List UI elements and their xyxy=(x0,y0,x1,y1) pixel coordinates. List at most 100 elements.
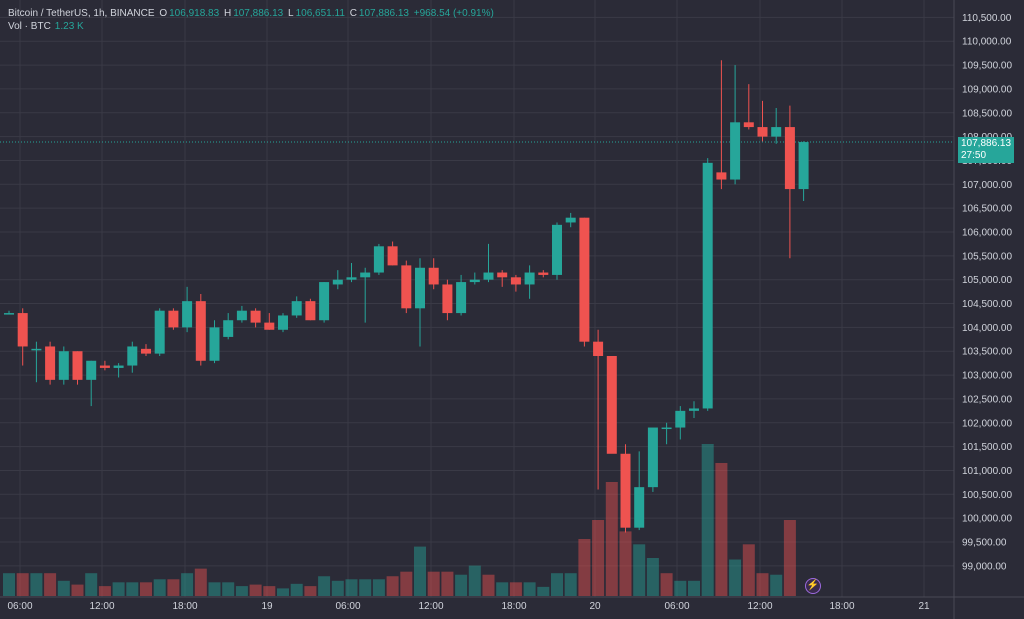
volume-bar xyxy=(318,576,331,596)
y-tick-label: 101,500.00 xyxy=(962,442,1012,453)
y-tick-label: 105,000.00 xyxy=(962,275,1012,286)
volume-bar xyxy=(235,586,248,596)
candle-body xyxy=(702,162,713,409)
candle-body xyxy=(373,246,384,273)
candle-body xyxy=(675,410,686,428)
low-value: 106,651.11 xyxy=(295,8,345,19)
volume-bar xyxy=(30,573,43,596)
y-tick-label: 101,000.00 xyxy=(962,466,1012,477)
volume-bar xyxy=(551,573,563,596)
high-label: H xyxy=(223,8,232,19)
candle-body xyxy=(291,301,302,316)
candle-body xyxy=(428,267,439,285)
lightning-icon[interactable]: ⚡ xyxy=(805,578,821,594)
candle-body xyxy=(319,282,330,321)
candle-body xyxy=(154,310,165,354)
candle-body xyxy=(757,127,768,137)
candle-body xyxy=(278,315,288,330)
candle-body xyxy=(689,408,699,411)
candle-body xyxy=(524,272,535,285)
candle-body xyxy=(332,279,343,285)
volume-bar xyxy=(112,582,125,596)
candle-body xyxy=(264,322,275,330)
volume-bar xyxy=(482,574,495,596)
volume-bar xyxy=(181,573,194,596)
candle-body xyxy=(661,427,672,430)
close-label: C xyxy=(349,8,357,19)
candle-body xyxy=(195,301,206,361)
candle-body xyxy=(250,310,261,323)
y-tick-label: 100,500.00 xyxy=(962,490,1012,501)
change-value: +968.54 (+0.91%) xyxy=(413,8,494,19)
volume-bar xyxy=(400,571,413,596)
candle-body xyxy=(360,272,371,278)
volume-bar xyxy=(688,580,700,596)
candle-body xyxy=(223,320,234,337)
volume-bar xyxy=(194,568,207,596)
y-tick-label: 110,500.00 xyxy=(962,13,1012,24)
x-tick-label: 12:00 xyxy=(89,601,114,612)
candle-body xyxy=(716,172,727,180)
y-tick-label: 99,500.00 xyxy=(962,538,1007,549)
candle-body xyxy=(209,327,220,361)
x-tick-label: 12:00 xyxy=(747,601,772,612)
y-tick-label: 102,500.00 xyxy=(962,394,1012,405)
candle-body xyxy=(86,360,97,380)
close-value: 107,886.13 xyxy=(358,8,409,19)
volume-bar xyxy=(783,520,796,596)
x-tick-label: 12:00 xyxy=(418,601,443,612)
volume-bar xyxy=(44,573,57,596)
volume-label[interactable]: Vol · BTC xyxy=(8,21,51,32)
candle-body xyxy=(31,348,42,351)
x-tick-label: 06:00 xyxy=(7,601,32,612)
volume-bar xyxy=(509,582,522,596)
volume-bar xyxy=(441,571,454,596)
volume-bar xyxy=(742,544,755,596)
volume-bar xyxy=(564,573,577,596)
volume-bar xyxy=(140,582,152,596)
symbol-title[interactable]: Bitcoin / TetherUS, 1h, BINANCE xyxy=(8,8,155,19)
volume-bar xyxy=(208,582,221,596)
volume-bar xyxy=(578,539,591,596)
low-label: L xyxy=(288,8,294,19)
y-tick-label: 109,000.00 xyxy=(962,84,1012,95)
candle-body xyxy=(798,142,809,190)
candle-body xyxy=(538,272,549,275)
candle-body xyxy=(72,351,83,380)
candle-body xyxy=(182,301,193,328)
candle-body xyxy=(168,310,179,328)
candle-body xyxy=(483,272,494,280)
volume-bar xyxy=(263,586,276,596)
candle-body xyxy=(634,487,645,528)
volume-bar xyxy=(414,546,426,596)
y-tick-label: 108,500.00 xyxy=(962,108,1012,119)
x-tick-label: 20 xyxy=(589,601,601,612)
symbol-legend: Bitcoin / TetherUS, 1h, BINANCE O 106,918… xyxy=(8,7,496,20)
candle-body xyxy=(552,224,562,275)
volume-bar xyxy=(674,580,687,596)
volume-bar xyxy=(249,584,262,596)
y-tick-label: 104,000.00 xyxy=(962,323,1012,334)
candle-body xyxy=(99,365,110,368)
candle-body xyxy=(305,301,316,321)
y-tick-label: 106,500.00 xyxy=(962,204,1012,215)
y-tick-label: 104,500.00 xyxy=(962,299,1012,310)
x-tick-label: 06:00 xyxy=(664,601,689,612)
candle-body xyxy=(565,217,576,223)
volume-bar xyxy=(592,520,605,596)
volume-bar xyxy=(71,584,84,596)
volume-bar xyxy=(756,573,769,596)
candle-body xyxy=(497,272,508,278)
candle-body xyxy=(730,122,741,180)
volume-bar xyxy=(701,444,714,596)
candle-body xyxy=(346,277,357,280)
volume-value: 1.23 K xyxy=(54,21,84,32)
y-tick-label: 105,500.00 xyxy=(962,251,1012,262)
candle-body xyxy=(771,127,782,137)
candle-body xyxy=(620,453,631,528)
volume-legend: Vol · BTC 1.23 K xyxy=(8,20,84,33)
volume-bar xyxy=(290,583,303,596)
candle-body xyxy=(236,310,247,321)
